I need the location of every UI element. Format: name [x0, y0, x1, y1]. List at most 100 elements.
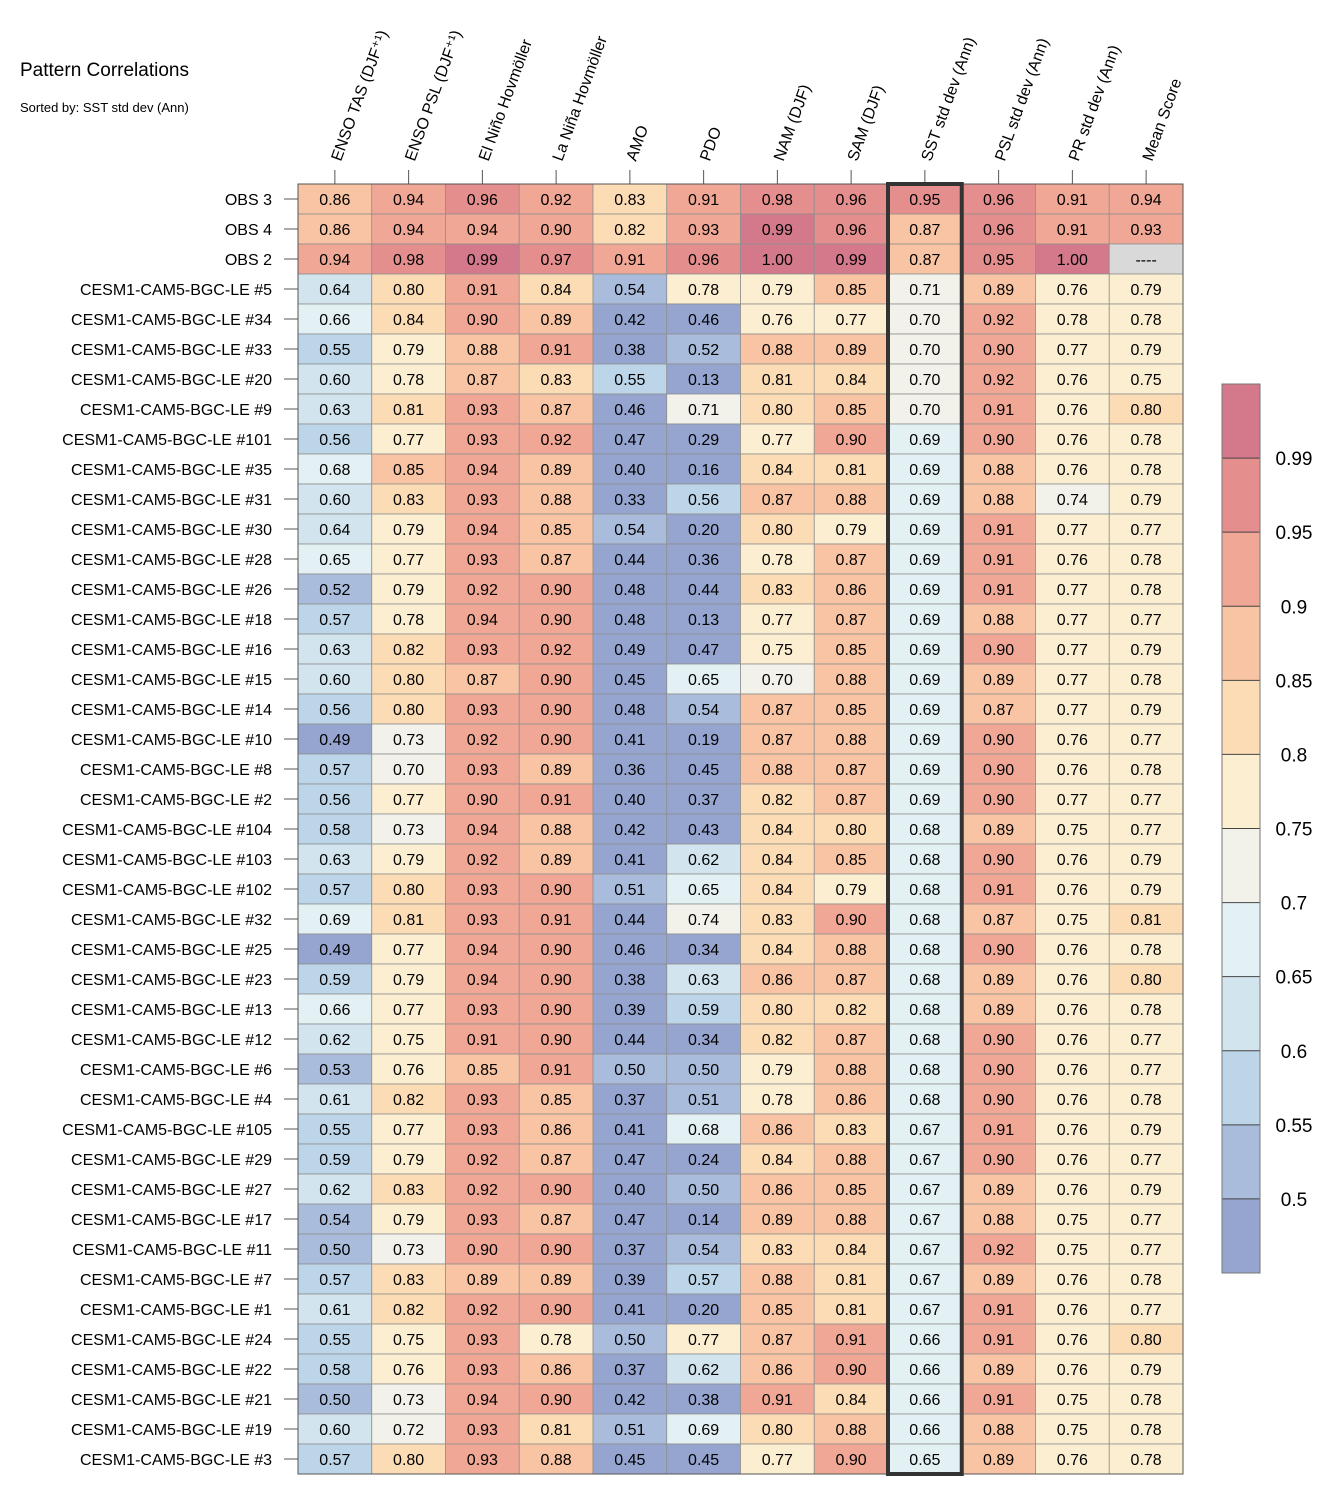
- colorbar-border: [1221, 383, 1261, 1274]
- cell-value-label: 0.50: [688, 1182, 719, 1199]
- cell-value-label: 0.92: [541, 192, 572, 209]
- heatmap-cell: [1108, 213, 1184, 245]
- heatmap-cell: [1108, 1293, 1184, 1325]
- heatmap-cell: [813, 1353, 889, 1385]
- heatmap-cell: [1035, 333, 1110, 365]
- cell-value-label: 0.95: [909, 192, 940, 209]
- cell-value-label: 0.89: [983, 972, 1014, 989]
- cell-value-label: 0.77: [1057, 582, 1088, 599]
- cell-value-label: 0.93: [467, 432, 498, 449]
- colorbar-segment: [1222, 458, 1260, 533]
- cell-value-label: 0.88: [836, 1152, 867, 1169]
- row-label: OBS 4: [225, 222, 272, 239]
- row-label: CESM1-CAM5-BGC-LE #25: [71, 942, 272, 959]
- cell-value-label: 0.86: [836, 1092, 867, 1109]
- cell-value-label: 0.90: [836, 1362, 867, 1379]
- heatmap-cell: [961, 513, 1036, 545]
- cell-value-label: 0.74: [1057, 492, 1088, 509]
- cell-value-label: 0.89: [467, 1272, 498, 1289]
- heatmap-cell: [961, 963, 1036, 995]
- cell-value-label: 0.89: [836, 342, 867, 359]
- heatmap-cell: [445, 813, 520, 845]
- cell-value-label: 0.94: [393, 222, 424, 239]
- cell-value-label: 0.93: [467, 1002, 498, 1019]
- cell-value-label: 0.81: [836, 1302, 867, 1319]
- cell-value-label: 0.67: [909, 1182, 940, 1199]
- cell-value-label: 0.90: [983, 942, 1014, 959]
- cell-value-label: 0.68: [909, 1032, 940, 1049]
- cell-value-label: 0.76: [393, 1362, 424, 1379]
- cell-value-label: 0.94: [319, 252, 350, 269]
- cell-value-label: 0.94: [467, 612, 498, 629]
- heatmap-cell: [1108, 1083, 1184, 1115]
- column-header-label: La Niña Hovmöller: [550, 33, 611, 163]
- cell-value-label: 0.68: [319, 462, 350, 479]
- heatmap-cell: [592, 903, 668, 935]
- cell-value-label: 0.43: [688, 822, 719, 839]
- heatmap-cell: [297, 1053, 373, 1085]
- cell-value-label: 0.79: [393, 1212, 424, 1229]
- cell-value-label: 0.67: [909, 1212, 940, 1229]
- heatmap-cell: [666, 1263, 741, 1295]
- row-label: CESM1-CAM5-BGC-LE #23: [71, 972, 272, 989]
- heatmap-cell: [518, 483, 594, 515]
- cell-value-label: 0.90: [541, 582, 572, 599]
- cell-value-label: 0.93: [467, 912, 498, 929]
- cell-value-label: 0.81: [393, 402, 424, 419]
- cell-value-label: 0.79: [1131, 702, 1162, 719]
- cell-value-label: 0.62: [688, 1362, 719, 1379]
- cell-value-label: 0.37: [688, 792, 719, 809]
- cell-value-label: 0.90: [983, 642, 1014, 659]
- cell-value-label: 0.88: [467, 342, 498, 359]
- heatmap-cell: [1108, 1143, 1184, 1175]
- heatmap-cell: [1035, 843, 1110, 875]
- colorbar-segment: [1222, 1050, 1260, 1125]
- cell-value-label: 0.89: [983, 1182, 1014, 1199]
- cell-value-label: 0.90: [983, 732, 1014, 749]
- cell-value-label: 0.89: [983, 822, 1014, 839]
- cell-value-label: 0.77: [1131, 1032, 1162, 1049]
- cell-value-label: 0.83: [393, 492, 424, 509]
- cell-value-label: 0.79: [393, 1152, 424, 1169]
- cell-value-label: 0.54: [319, 1212, 350, 1229]
- heatmap-cell: [961, 723, 1036, 755]
- heatmap-cell: [592, 1293, 668, 1325]
- cell-value-label: 0.56: [688, 492, 719, 509]
- heatmap-cell: [1035, 603, 1110, 635]
- cell-value-label: 0.69: [909, 792, 940, 809]
- heatmap-cell: [518, 573, 594, 605]
- row-label: OBS 2: [225, 252, 272, 269]
- cell-value-label: 0.95: [983, 252, 1014, 269]
- cell-value-label: 0.76: [1057, 942, 1088, 959]
- heatmap-cell: [445, 213, 520, 245]
- heatmap-cell: [445, 783, 520, 815]
- heatmap-cell: [666, 1053, 741, 1085]
- cell-value-label: 0.88: [836, 672, 867, 689]
- heatmap-cell: [371, 1263, 446, 1295]
- colorbar-tick-label: 0.5: [1281, 1190, 1307, 1211]
- cell-value-label: 0.88: [983, 492, 1014, 509]
- cell-value-label: 0.41: [614, 732, 645, 749]
- heatmap-cell: [1035, 453, 1110, 485]
- cell-value-label: 0.78: [1131, 552, 1162, 569]
- cell-value-label: 0.90: [541, 1182, 572, 1199]
- cell-value-label: 0.76: [1057, 1272, 1088, 1289]
- heatmap-cell: [592, 1323, 668, 1355]
- cell-value-label: 0.90: [541, 1392, 572, 1409]
- heatmap-cell: [297, 1203, 373, 1235]
- cell-value-label: 0.91: [983, 882, 1014, 899]
- heatmap-cell: [592, 1143, 668, 1175]
- column-header-label: PR std dev (Ann): [1066, 43, 1124, 163]
- heatmap-cell: [1035, 1203, 1110, 1235]
- cell-value-label: 0.66: [319, 312, 350, 329]
- heatmap-cell: [445, 993, 520, 1025]
- cell-value-label: 0.79: [1131, 342, 1162, 359]
- cell-value-label: 0.73: [393, 1392, 424, 1409]
- cell-value-label: 0.90: [541, 942, 572, 959]
- heatmap-cell: [371, 933, 446, 965]
- heatmap-cell: [740, 363, 815, 395]
- cell-value-label: 0.92: [467, 852, 498, 869]
- cell-value-label: 0.76: [1057, 1182, 1088, 1199]
- cell-value-label: 0.61: [319, 1092, 350, 1109]
- cell-value-label: 0.91: [983, 522, 1014, 539]
